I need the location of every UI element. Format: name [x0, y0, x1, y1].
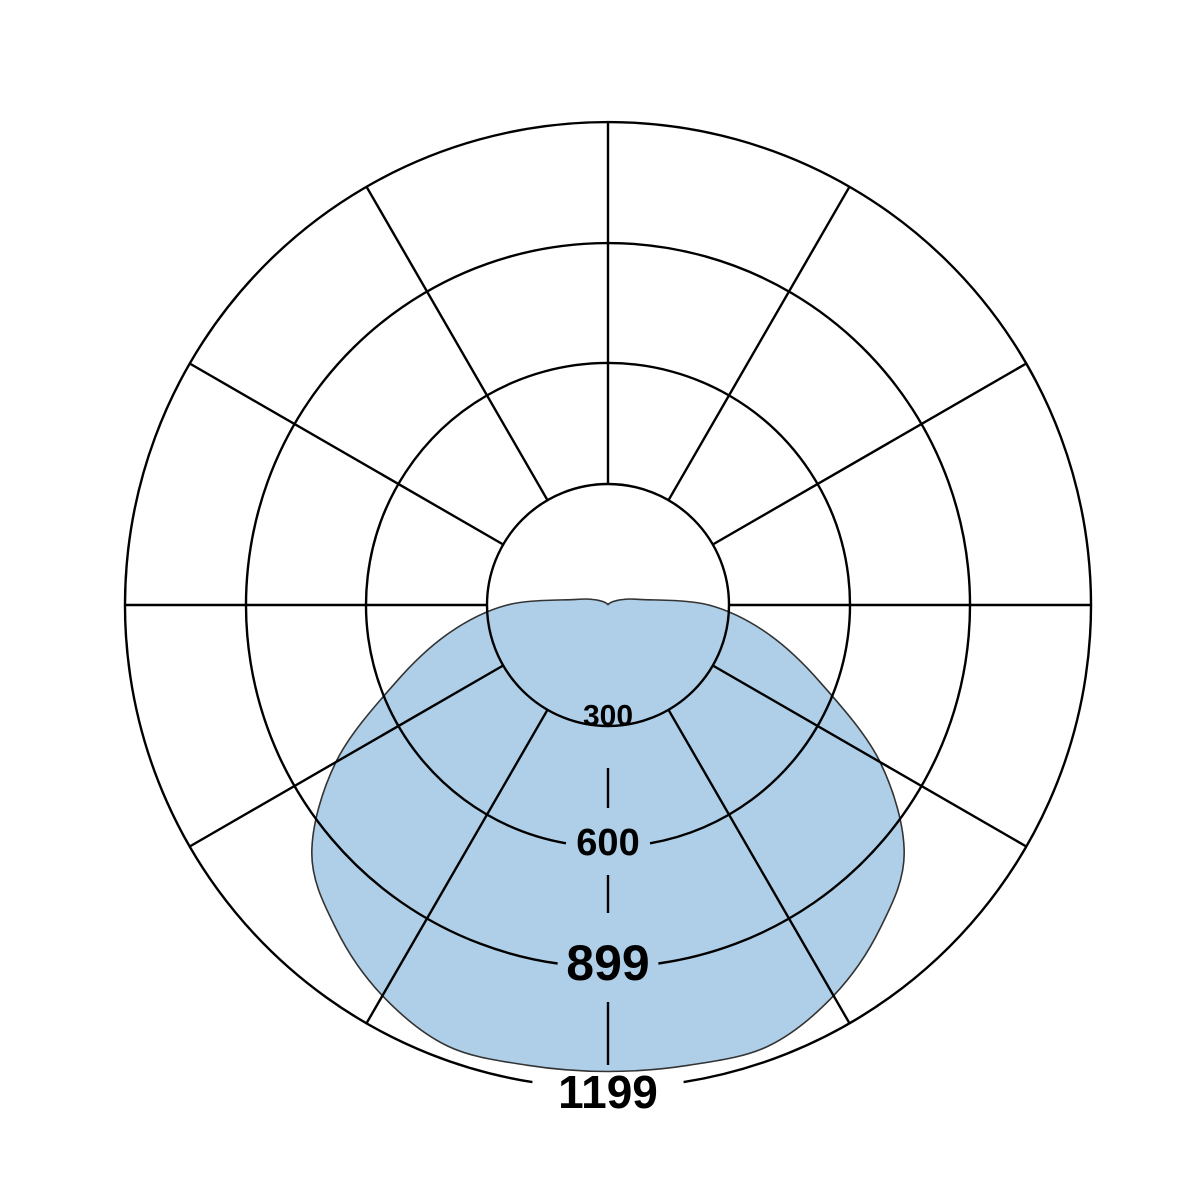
ring-label-899: 899 [566, 935, 649, 991]
grid-spoke-60 [712, 664, 1027, 848]
ring-label-300: 300 [583, 700, 633, 733]
distribution-curve [311, 598, 905, 1073]
ring-label-600: 600 [576, 822, 639, 864]
grid-spoke-300 [189, 664, 504, 848]
grid-spoke-150 [667, 186, 851, 501]
grid-spoke-120 [712, 362, 1027, 546]
grid-spoke-330 [365, 709, 549, 1024]
grid-layer [123, 120, 1093, 1084]
label-layer: 300 600 899 1199 [558, 700, 658, 1119]
ring-label-1199: 1199 [558, 1066, 658, 1118]
distribution-layer [311, 598, 905, 1073]
grid-spoke-210 [365, 186, 549, 501]
grid-spoke-240 [189, 362, 504, 546]
grid-spoke-30 [667, 709, 851, 1024]
